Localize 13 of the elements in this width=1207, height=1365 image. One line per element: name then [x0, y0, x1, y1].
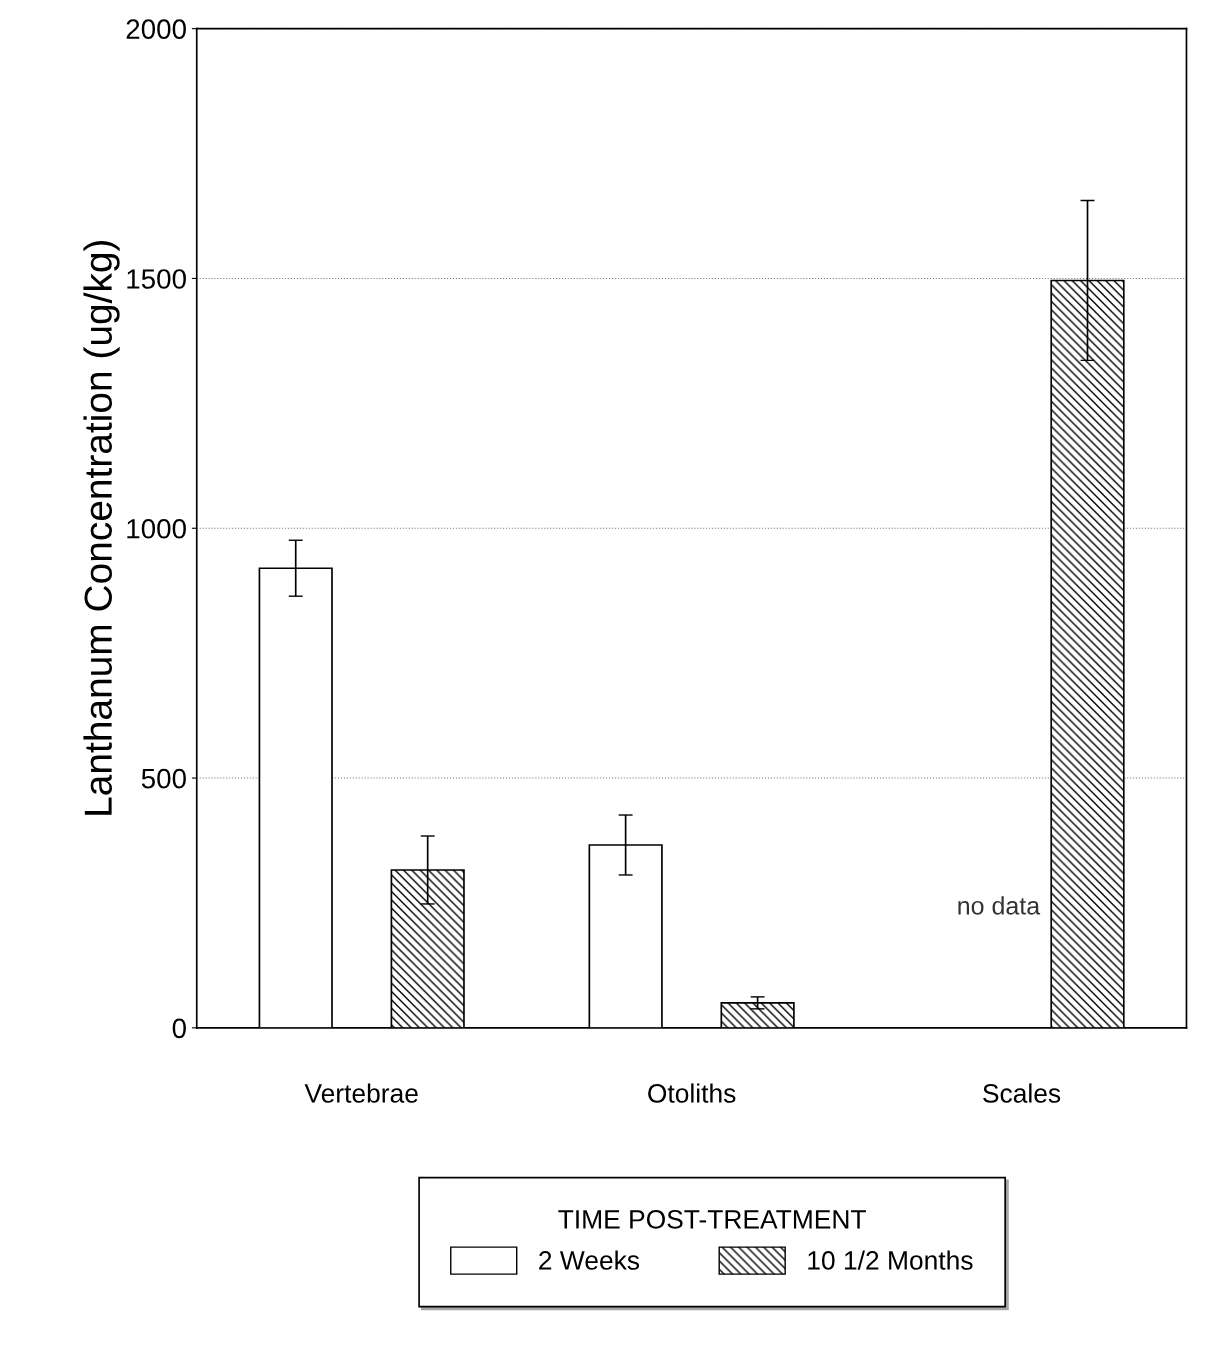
- y-tick-label: 2000: [126, 19, 186, 39]
- x-tick-label: Vertebrae: [304, 1083, 418, 1103]
- y-tick-label: 0: [172, 1018, 186, 1039]
- legend-label: 10 1/2 Months: [808, 1250, 973, 1270]
- y-tick-label: 500: [141, 768, 186, 789]
- y-axis-title: Lanthanum Concentration (ug/kg): [83, 240, 120, 815]
- x-tick-label: Otoliths: [648, 1083, 736, 1103]
- annotation: no data: [958, 896, 1041, 915]
- y-tick-label: 1000: [127, 518, 186, 539]
- y-tick-label: 1500: [127, 269, 186, 289]
- legend-label: 2 Weeks: [539, 1250, 640, 1270]
- legend-title: TIME POST-TREATMENT: [558, 1210, 866, 1229]
- x-tick-label: Scales: [983, 1083, 1061, 1103]
